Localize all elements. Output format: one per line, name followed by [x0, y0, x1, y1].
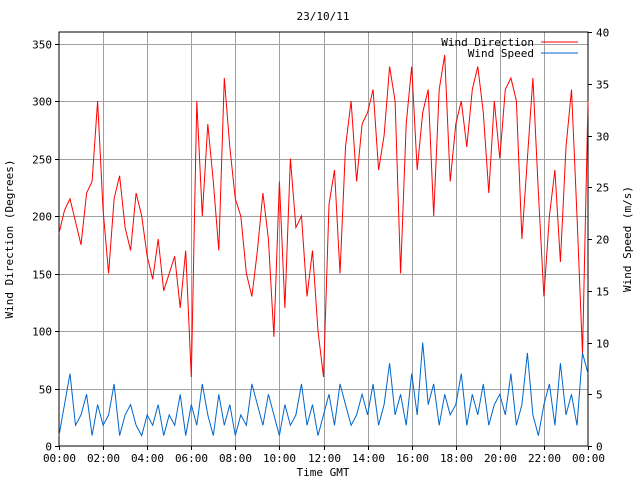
y-left-tick-label: 100 — [32, 326, 52, 339]
x-tick-label: 02:00 — [87, 452, 120, 465]
series-layer — [58, 54, 589, 437]
x-tick-label: 18:00 — [440, 452, 473, 465]
grid-lines — [59, 32, 588, 446]
x-tick-label: 22:00 — [528, 452, 561, 465]
x-tick-label: 08:00 — [219, 452, 252, 465]
axis-ticks: 00:00 02:00 04:00 06:00 08:00 10:00 12:00 14:00… — [32, 27, 609, 466]
y-axis-label-left: Wind Direction (Degrees) — [3, 160, 16, 319]
x-tick-label: 20:00 — [484, 452, 517, 465]
legend-label-wind-speed: Wind Speed — [468, 47, 534, 60]
x-tick-label: 00:00 — [572, 452, 605, 465]
y-left-tick-label: 350 — [32, 39, 52, 52]
x-tick-label: 16:00 — [396, 452, 429, 465]
x-tick-label: 04:00 — [131, 452, 164, 465]
y-right-tick-label: 25 — [596, 182, 609, 195]
x-tick-label: 00:00 — [43, 452, 76, 465]
y-right-tick-label: 15 — [596, 286, 609, 299]
y-right-tick-label: 0 — [596, 441, 603, 454]
y-left-tick-label: 0 — [45, 441, 52, 454]
y-left-tick-label: 300 — [32, 96, 52, 109]
x-axis-label: Time GMT — [297, 466, 350, 479]
series-line-wind-speed — [58, 342, 589, 437]
legend-label-wind-direction: Wind Direction — [441, 36, 534, 49]
y-right-tick-label: 20 — [596, 234, 609, 247]
series-line-wind-direction — [58, 54, 589, 378]
x-tick-label: 12:00 — [308, 452, 341, 465]
x-tick-label: 06:00 — [175, 452, 208, 465]
y-right-tick-label: 35 — [596, 79, 609, 92]
y-left-tick-label: 200 — [32, 211, 52, 224]
y-axis-label-right: Wind Speed (m/s) — [621, 186, 634, 292]
y-right-tick-label: 40 — [596, 27, 609, 40]
legend: Wind Direction Wind Speed — [441, 36, 578, 60]
y-left-tick-label: 50 — [39, 384, 52, 397]
y-left-tick-label: 150 — [32, 269, 52, 282]
y-right-tick-label: 5 — [596, 389, 603, 402]
y-right-tick-label: 10 — [596, 338, 609, 351]
y-right-tick-label: 30 — [596, 131, 609, 144]
y-left-tick-label: 250 — [32, 154, 52, 167]
chart-title: 23/10/11 — [297, 10, 350, 23]
x-tick-label: 10:00 — [263, 452, 296, 465]
x-tick-label: 14:00 — [352, 452, 385, 465]
